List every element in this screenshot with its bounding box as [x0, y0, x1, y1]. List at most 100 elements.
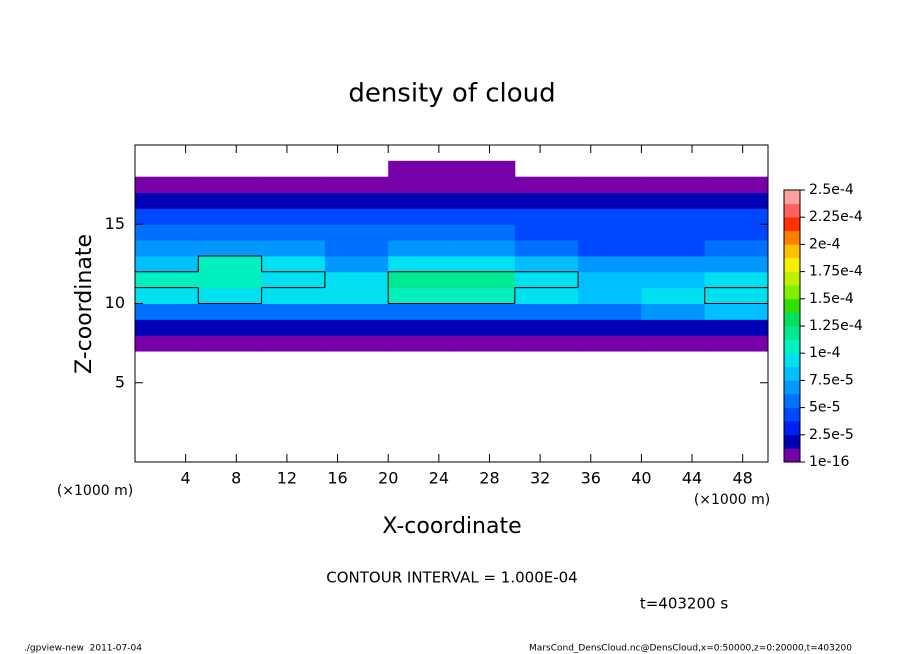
x-tick-label: 48 — [733, 469, 753, 488]
heat-cell — [198, 287, 263, 304]
heat-cell — [641, 240, 706, 257]
heat-cell — [704, 255, 769, 273]
heat-cell — [704, 319, 769, 336]
heat-cell — [198, 176, 263, 194]
colorbar-tick-label: 1e-4 — [809, 345, 841, 361]
colorbar-cell — [784, 190, 800, 204]
colorbar-cell — [784, 285, 800, 300]
colorbar-tick-label: 2.5e-4 — [809, 182, 854, 198]
heat-cell — [198, 208, 263, 225]
heat-cell — [578, 240, 642, 257]
heat-cell — [641, 271, 706, 289]
x-tick-label: 8 — [231, 469, 241, 488]
heat-cell — [704, 192, 769, 209]
heat-cell — [135, 255, 199, 273]
colorbar-cell — [784, 298, 800, 313]
x-axis-unit: (×1000 m) — [694, 492, 770, 508]
x-tick-label: 24 — [429, 469, 449, 488]
heat-cell — [704, 303, 769, 320]
heat-cell — [451, 335, 516, 352]
heat-cell — [514, 287, 579, 304]
heat-cell — [451, 208, 516, 225]
heat-cell — [261, 224, 326, 241]
heat-cell — [514, 176, 579, 194]
heat-cell — [388, 303, 452, 320]
x-tick-label: 28 — [479, 469, 499, 488]
heat-cell — [261, 176, 326, 194]
colorbar-tick-label: 7.5e-5 — [809, 372, 854, 388]
heat-cell — [641, 255, 706, 273]
heat-cell — [451, 319, 516, 336]
heat-cell — [704, 287, 769, 304]
heat-cell — [324, 287, 389, 304]
colorbar-tick-label: 1.75e-4 — [809, 264, 863, 280]
colorbar-cell — [784, 203, 800, 218]
heat-cell — [388, 224, 452, 241]
heat-cell — [451, 255, 516, 273]
heat-cell — [324, 271, 389, 289]
heat-cell — [135, 240, 199, 257]
heat-cell — [451, 271, 516, 289]
heat-cell — [514, 303, 579, 320]
x-tick-label: 32 — [530, 469, 550, 488]
colorbar-cell — [784, 326, 800, 340]
heat-cell — [451, 240, 516, 257]
heat-cell — [641, 208, 706, 225]
heat-cell — [324, 240, 389, 257]
time-label: t=403200 s — [640, 595, 728, 613]
x-tick-label: 44 — [682, 469, 702, 488]
heat-cell — [388, 287, 452, 304]
heat-cell — [198, 335, 263, 352]
y-tick-label: 5 — [115, 372, 125, 391]
heat-cell — [135, 287, 199, 304]
heat-cell — [261, 303, 326, 320]
heat-cell — [388, 335, 452, 352]
heat-cell — [514, 335, 579, 352]
colorbar-cell — [784, 312, 800, 327]
heat-cell — [388, 192, 452, 209]
heat-cell — [578, 255, 642, 273]
heat-cell — [578, 303, 642, 320]
heat-cell — [451, 160, 516, 178]
colorbar-tick-label: 2.5e-5 — [809, 427, 854, 443]
colorbar-tick-label: 1.25e-4 — [809, 318, 863, 334]
heat-cell — [451, 287, 516, 304]
heat-cell — [641, 303, 706, 320]
heat-cell — [388, 176, 452, 194]
heat-cell — [704, 176, 769, 194]
heat-cell — [641, 335, 706, 352]
colorbar-cell — [784, 366, 800, 381]
y-tick-label: 15 — [105, 214, 125, 233]
heat-cell — [704, 271, 769, 289]
heat-cell — [514, 224, 579, 241]
footer-left: ./gpview-new 2011-07-04 — [24, 644, 142, 654]
colorbar-cell — [784, 230, 800, 245]
colorbar-tick-label: 2e-4 — [809, 236, 841, 252]
y-tick-label: 10 — [105, 293, 125, 312]
heat-cell — [198, 303, 263, 320]
x-tick-label: 16 — [327, 469, 347, 488]
heat-cell — [578, 319, 642, 336]
heat-cell — [261, 287, 326, 304]
heat-cell — [198, 224, 263, 241]
heat-cell — [388, 271, 452, 289]
heat-cell — [198, 240, 263, 257]
colorbar-cell — [784, 217, 800, 232]
heat-cell — [261, 335, 326, 352]
heat-cell — [324, 192, 389, 209]
heat-cell — [261, 255, 326, 273]
y-axis-unit: (×1000 m) — [57, 483, 133, 499]
heat-cell — [451, 224, 516, 241]
colorbar-tick-label: 5e-5 — [809, 400, 840, 416]
heat-cell — [514, 192, 579, 209]
heat-cell — [641, 224, 706, 241]
heat-cell — [135, 224, 199, 241]
colorbar-cell — [784, 271, 800, 286]
heat-cell — [578, 208, 642, 225]
heat-cell — [578, 287, 642, 304]
x-tick-label: 40 — [631, 469, 651, 488]
heat-cell — [704, 224, 769, 241]
heat-cell — [198, 255, 263, 273]
heat-cell — [451, 176, 516, 194]
x-tick-label: 20 — [378, 469, 398, 488]
